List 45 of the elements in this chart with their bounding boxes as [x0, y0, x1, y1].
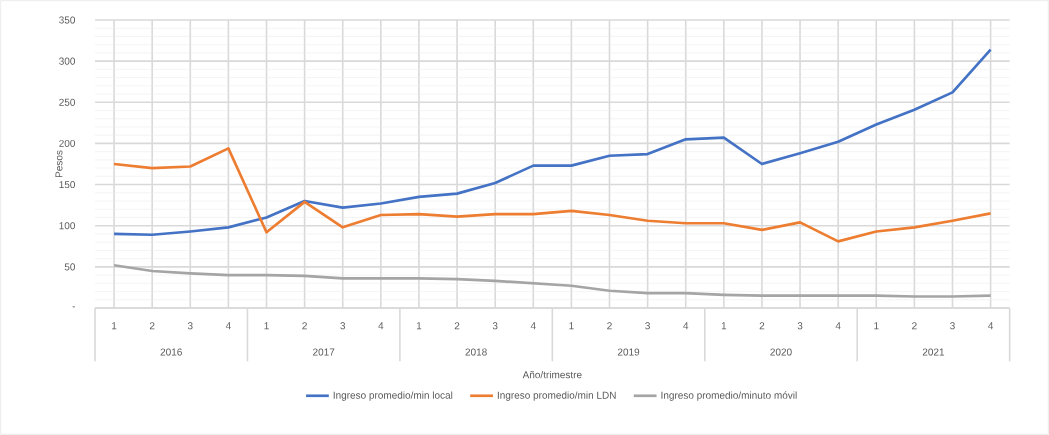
- x-tick-label: 2: [607, 322, 612, 330]
- x-tick-label: 3: [645, 322, 650, 330]
- text: 2020: [770, 348, 792, 356]
- x-tick-label: 3: [797, 322, 803, 330]
- x-tick-label: 2: [454, 322, 460, 330]
- x-tick-label: 2: [149, 322, 155, 330]
- y-tick-label: 50: [64, 263, 76, 271]
- x-tick-label: 1: [874, 322, 879, 330]
- text: 2018: [465, 348, 487, 356]
- legend-label: Ingreso promedio/min LDN: [497, 391, 616, 401]
- x-tick-label: 4: [683, 322, 689, 330]
- text: 2017: [313, 348, 335, 356]
- line-series: [112, 48, 992, 237]
- text: 2016: [160, 348, 182, 356]
- text: 2019: [617, 348, 640, 356]
- x-tick-label: 4: [530, 322, 536, 330]
- text: 2021: [922, 348, 945, 356]
- y-tick-label: 350: [59, 16, 76, 24]
- x-tick-label: 1: [112, 322, 117, 330]
- x-tick-label: 4: [988, 322, 994, 330]
- x-tick-label: 2: [759, 322, 765, 330]
- y-tick-label: 200: [59, 139, 76, 147]
- x-tick-label: 1: [264, 322, 269, 330]
- x-tick-label: 4: [378, 322, 384, 330]
- x-tick-label: 1: [721, 322, 727, 330]
- x-tick-label: 4: [835, 322, 841, 330]
- x-axis-title: Año/trimestre: [522, 370, 582, 379]
- y-tick-label: 300: [59, 57, 76, 65]
- y-tick-label: 100: [59, 222, 76, 230]
- y-tick-label: 250: [59, 98, 76, 106]
- legend-label: Ingreso promedio/min local: [333, 391, 453, 401]
- x-tick-label: 3: [187, 322, 193, 330]
- x-tick-label: 1: [416, 322, 422, 330]
- y-tick-label: 150: [59, 181, 76, 189]
- x-tick-label: 2: [302, 322, 307, 330]
- y-axis-title: Pesos: [55, 150, 63, 178]
- x-tick-label: 2: [912, 322, 917, 330]
- x-tick-label: 3: [950, 322, 955, 330]
- y-tick-label: -: [72, 306, 75, 308]
- x-tick-label: 1: [569, 322, 574, 330]
- x-tick-label: 3: [492, 322, 498, 330]
- legend-label: Ingreso promedio/minuto móvil: [661, 391, 797, 401]
- line-series: [112, 147, 992, 243]
- x-tick-label: 3: [340, 322, 346, 330]
- x-tick-label: 4: [225, 322, 231, 330]
